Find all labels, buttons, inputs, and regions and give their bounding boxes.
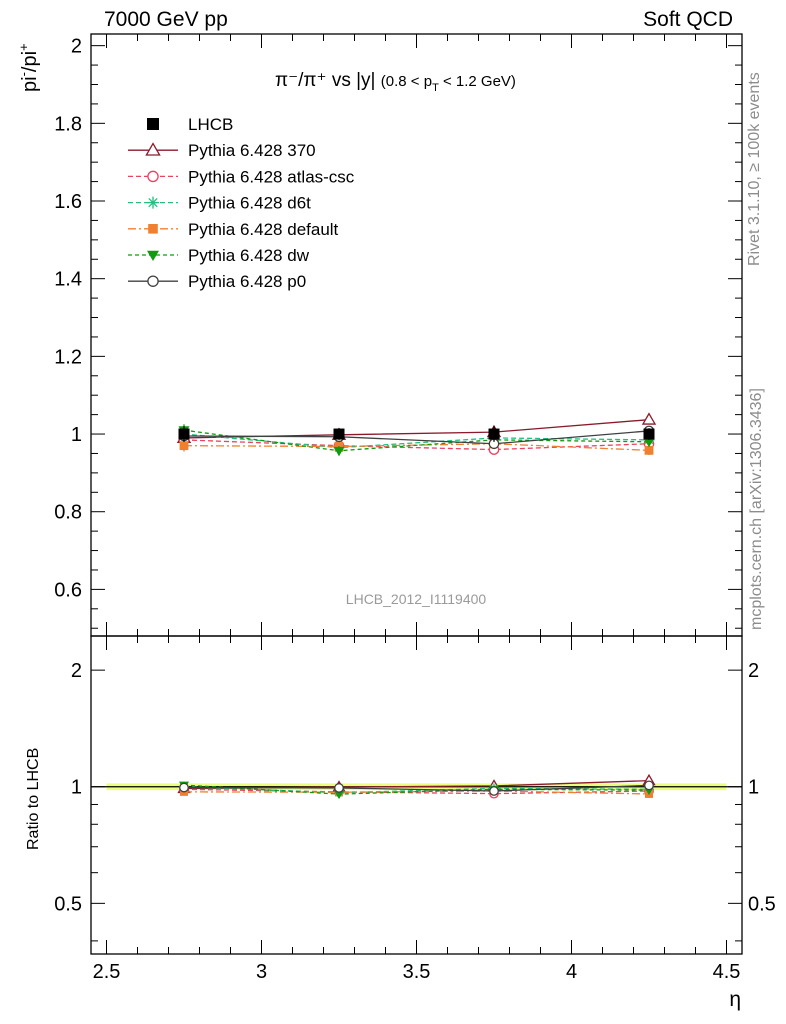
ratio-y-tick-label: 0.5 (54, 893, 82, 915)
plot-title-cut-sub: T (432, 82, 439, 94)
y-tick-label: 1.2 (54, 346, 82, 368)
ratio-point-p0 (179, 782, 189, 793)
y-tick-label: 1.6 (54, 191, 82, 213)
legend-marker (148, 224, 158, 234)
legend-item-lhcb: LHCB (147, 115, 233, 134)
point-p370 (641, 412, 657, 425)
ratio-y-tick-label-right: 0.5 (748, 893, 776, 915)
ratio-point-p0 (644, 780, 654, 791)
header-left: 7000 GeV pp (104, 8, 228, 31)
ratio-y-tick-label-right: 2 (748, 660, 759, 682)
series-p370 (176, 412, 657, 443)
ratio-line-p0 (183, 784, 650, 792)
x-tick-label: 3 (256, 961, 267, 983)
header-right: Soft QCD (643, 8, 733, 31)
x-tick-label: 4.5 (713, 961, 741, 983)
legend-marker (147, 250, 159, 261)
ratio-series-layer (177, 773, 656, 800)
legend-item-dw: Pythia 6.428 dw (128, 246, 310, 265)
star-stroke (148, 197, 158, 208)
ratio-y-tick-label: 1 (71, 777, 82, 799)
y-tick-label: 1.8 (54, 113, 82, 135)
ratio-point-dw (334, 790, 344, 800)
x-tick-label: 4 (566, 961, 577, 983)
plot-title: π⁻/π⁺ vs |y| (0.8 < pT < 1.2 GeV) (275, 70, 516, 94)
legend-marker (147, 118, 159, 130)
y-tick-label: 1.4 (54, 269, 82, 291)
ratio-series-p0 (179, 780, 654, 796)
x-tick-label: 2.5 (93, 961, 121, 983)
legend-item-default: Pythia 6.428 default (128, 220, 339, 239)
legend-item-p0: Pythia 6.428 p0 (128, 272, 306, 291)
ratio-y-tick-label: 2 (71, 660, 82, 682)
ratio-line-default (183, 790, 650, 795)
legend-label: Pythia 6.428 dw (188, 246, 310, 265)
point-dw (643, 437, 655, 448)
series-line-default (183, 443, 650, 452)
main-series-layer (176, 412, 657, 457)
x-tick-label: 3.5 (403, 961, 431, 983)
legend-marker (147, 170, 159, 183)
analysis-id: LHCB_2012_I1119400 (346, 591, 487, 607)
ratio-line-dw (183, 784, 650, 795)
ratio-point-p0 (334, 783, 344, 793)
series-line-d6t (183, 433, 650, 449)
legend-marker (147, 196, 159, 209)
legend: LHCB Pythia 6.428 370 Pythia 6.428 atlas-c… (128, 115, 355, 291)
y-tick-label: 0.8 (54, 502, 82, 524)
x-axis-label: η (729, 988, 741, 1011)
legend-marker (147, 275, 159, 287)
ratio-line-d6t (183, 786, 650, 794)
series-lhcb (178, 426, 655, 442)
legend-label: Pythia 6.428 p0 (188, 272, 306, 291)
legend-item-atlas: Pythia 6.428 atlas-csc (128, 167, 355, 186)
point-lhcb (333, 428, 345, 440)
legend-label: Pythia 6.428 default (188, 220, 339, 239)
point-lhcb (488, 428, 500, 440)
legend-item-d6t: Pythia 6.428 d6t (128, 194, 311, 213)
plot-title-cut: (0.8 < p (381, 73, 432, 90)
point-lhcb (643, 428, 655, 440)
y-tick-label: 0.6 (54, 579, 82, 601)
plot-title-main: π⁻/π⁺ vs |y| (275, 70, 375, 91)
ratio-y-axis-label: Ratio to LHCB (25, 748, 42, 850)
point-lhcb (178, 428, 190, 440)
legend-label: Pythia 6.428 atlas-csc (188, 167, 355, 186)
axis-ticks: 2.5 3 3.5 4 4.5 0.6 0.8 1 1.2 1.4 1.6 1.8 2 0.5 0.5 1 1 2… (54, 34, 776, 983)
ratio-y-tick-label-right: 1 (748, 777, 759, 799)
ratio-plot-frame (90, 635, 743, 955)
ratio-point-p0 (489, 786, 499, 796)
y-tick-label: 2 (71, 36, 82, 58)
legend-marker (145, 142, 161, 156)
series-line-p370 (183, 419, 650, 439)
series-line-dw (183, 429, 650, 452)
series-line-p0 (183, 430, 650, 445)
legend-item-p370: Pythia 6.428 370 (128, 141, 316, 160)
legend-label: LHCB (188, 115, 233, 134)
plot-title-cut-end: < 1.2 GeV) (439, 73, 516, 90)
y-tick-label: 1 (71, 424, 82, 446)
point-default (644, 445, 654, 455)
legend-label: Pythia 6.428 370 (188, 141, 316, 160)
y-axis-label: pi-/pi+ (16, 43, 41, 92)
point-dw (333, 446, 345, 457)
legend-label: Pythia 6.428 d6t (188, 194, 311, 213)
point-default (179, 441, 189, 451)
